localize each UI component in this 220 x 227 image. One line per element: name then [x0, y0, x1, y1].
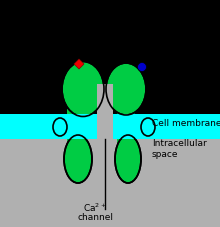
Bar — [0, 114, 220, 139]
Bar — [0, 114, 220, 227]
Polygon shape — [74, 59, 84, 69]
Ellipse shape — [64, 135, 92, 183]
Bar — [0, 114, 220, 139]
Text: Intracellular
space: Intracellular space — [152, 139, 207, 159]
Ellipse shape — [141, 118, 155, 136]
Bar — [97, 114, 113, 139]
Ellipse shape — [106, 63, 146, 115]
Text: Ca$^{2+}$: Ca$^{2+}$ — [83, 202, 107, 214]
Text: Cell membrane: Cell membrane — [152, 118, 220, 128]
Bar — [67, 109, 87, 144]
Circle shape — [138, 62, 147, 72]
Ellipse shape — [53, 118, 67, 136]
Ellipse shape — [62, 62, 104, 116]
Text: channel: channel — [77, 213, 113, 222]
Bar — [97, 84, 113, 227]
Ellipse shape — [115, 135, 141, 183]
Bar — [117, 109, 135, 144]
